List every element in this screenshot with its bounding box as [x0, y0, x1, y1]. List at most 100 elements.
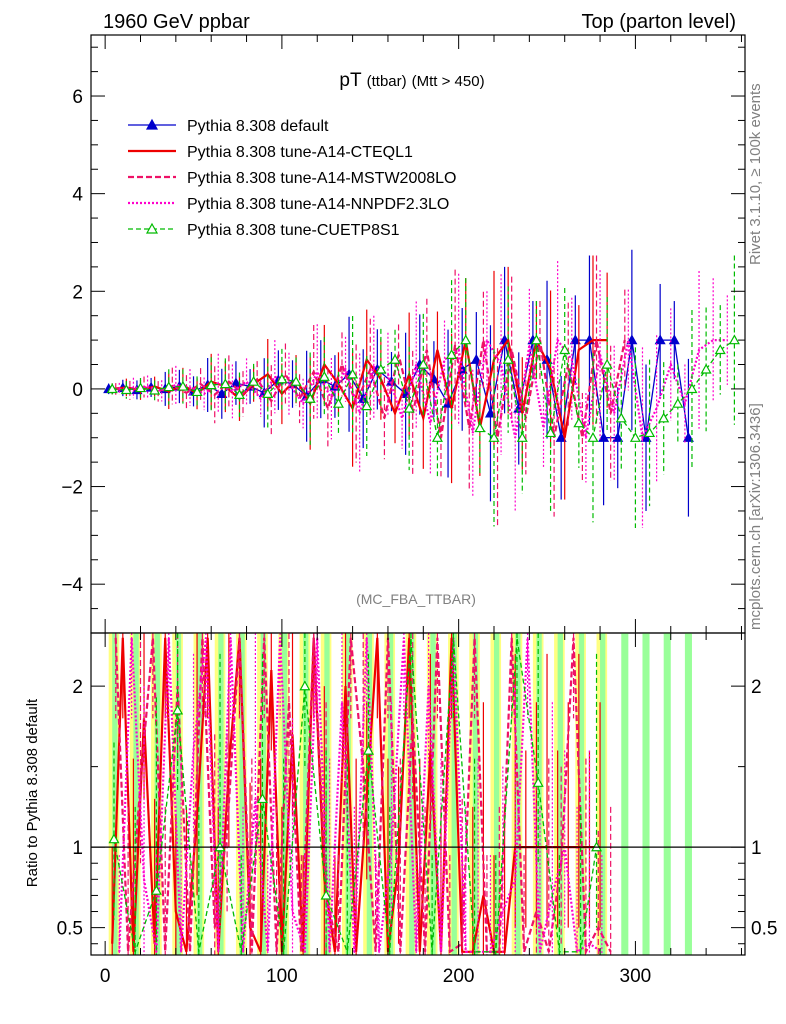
main-point — [318, 370, 330, 381]
ratio-green-band — [557, 633, 563, 955]
main-point — [587, 431, 599, 442]
main-point — [488, 431, 500, 442]
ratio-axis-ticks: 0.5 0.5 1 1 2 2 0 100 200 300 — [57, 633, 777, 987]
ratio-series-0 — [111, 633, 601, 955]
ratio-green-band — [366, 633, 373, 955]
main-point — [361, 400, 373, 411]
main-point — [474, 422, 486, 433]
main-point — [163, 381, 175, 392]
ratio-point — [299, 680, 311, 691]
ratio-green-band — [451, 633, 457, 955]
main-point — [682, 431, 694, 442]
main-point — [304, 392, 316, 403]
legend-label: Pythia 8.308 tune-A14-NNPDF2.3LO — [187, 196, 449, 213]
rivet-label: Rivet 3.1.10, ≥ 100k events — [747, 83, 764, 265]
main-point — [668, 334, 680, 345]
main-point — [431, 431, 443, 442]
legend-label: Pythia 8.308 tune-A14-CTEQL1 — [187, 144, 413, 161]
main-panel: −4 −2 0 2 4 6 pT (ttbar) (Mtt > 450) (MC_FBA_TT… — [61, 34, 746, 634]
main-series-line-2 — [115, 339, 626, 438]
main-point — [559, 344, 571, 355]
ratio-point — [150, 884, 162, 895]
main-point — [134, 382, 147, 393]
main-point — [470, 353, 482, 364]
legend-entry-2: Pythia 8.308 tune-A14-MSTW2008LO — [128, 170, 456, 187]
ratio-green-band — [409, 633, 415, 955]
ratio-series-line-1 — [114, 637, 612, 957]
header-right: Top (parton level) — [581, 11, 736, 33]
ratio-ytick-label-right: 1 — [751, 838, 762, 859]
ratio-green-band — [281, 633, 288, 955]
ratio-green-band — [621, 633, 629, 955]
ratio-series-3 — [108, 633, 603, 955]
ratio-green-band — [197, 633, 203, 955]
ratio-green-band — [494, 633, 500, 955]
ratio-green-band — [345, 633, 351, 955]
ratio-point — [362, 744, 375, 755]
main-point — [728, 334, 740, 345]
main-point — [658, 412, 670, 423]
ratio-ytick-label: 0.5 — [57, 919, 83, 940]
main-ytick-label: 0 — [72, 380, 83, 401]
main-point — [191, 386, 203, 397]
ratio-point — [108, 833, 120, 844]
ratio-green-band — [472, 633, 479, 955]
main-point — [700, 363, 712, 374]
legend-marker — [145, 118, 159, 130]
main-ytick-label: −4 — [61, 575, 83, 596]
ratio-green-band — [324, 633, 330, 955]
main-ytick-label: 2 — [72, 282, 83, 303]
xtick-label: 300 — [620, 966, 652, 987]
main-point — [629, 431, 641, 442]
legend-label: Pythia 8.308 default — [187, 118, 329, 135]
legend: Pythia 8.308 default Pythia 8.308 tune-A1… — [128, 118, 456, 239]
ratio-green-band — [303, 633, 309, 955]
main-axis-ticks: −4 −2 0 2 4 6 — [61, 35, 745, 634]
ratio-green-band — [387, 633, 394, 955]
ratio-frame — [90, 632, 746, 956]
ratio-green-band — [218, 633, 224, 955]
main-point — [573, 417, 585, 428]
main-series-4 — [106, 255, 740, 529]
main-point — [555, 431, 567, 442]
ratio-green-band — [600, 633, 606, 955]
ratio-green-band — [578, 633, 585, 955]
ratio-point — [256, 793, 268, 804]
legend-entry-4: Pythia 8.308 tune-CUETP8S1 — [128, 222, 400, 239]
main-point — [205, 379, 217, 390]
main-point — [262, 388, 274, 398]
legend-entry-1: Pythia 8.308 tune-A14-CTEQL1 — [128, 144, 413, 161]
ratio-ytick-label: 2 — [72, 677, 83, 698]
main-point — [714, 344, 726, 355]
main-series-group — [103, 249, 740, 529]
main-point — [601, 358, 613, 369]
main-point — [219, 378, 231, 389]
main-point — [290, 375, 302, 386]
ratio-ylabel: Ratio to Pythia 8.308 default — [24, 698, 41, 887]
main-point — [389, 353, 401, 364]
ratio-green-band — [133, 633, 139, 955]
main-point — [120, 384, 132, 395]
main-point — [612, 431, 624, 442]
legend-entry-0: Pythia 8.308 default — [128, 118, 329, 135]
ratio-ytick-label: 1 — [72, 838, 83, 859]
legend-label: Pythia 8.308 tune-CUETP8S1 — [187, 222, 400, 239]
ratio-point — [320, 889, 332, 900]
main-point — [460, 334, 472, 345]
main-point — [640, 431, 652, 442]
main-point — [332, 397, 344, 408]
main-point — [530, 334, 542, 345]
main-series-3 — [118, 261, 728, 529]
ratio-series-line-2 — [118, 637, 603, 954]
ratio-green-band — [112, 633, 118, 955]
ratio-green-band — [154, 633, 160, 955]
header-left: 1960 GeV ppbar — [103, 11, 250, 33]
main-point — [484, 407, 496, 418]
main-point — [644, 427, 656, 438]
main-point — [248, 375, 260, 386]
main-point — [417, 358, 429, 369]
ratio-green-band — [260, 633, 266, 955]
ratio-ytick-label-right: 0.5 — [751, 919, 777, 940]
main-point — [598, 431, 610, 442]
legend-marker — [145, 222, 159, 234]
